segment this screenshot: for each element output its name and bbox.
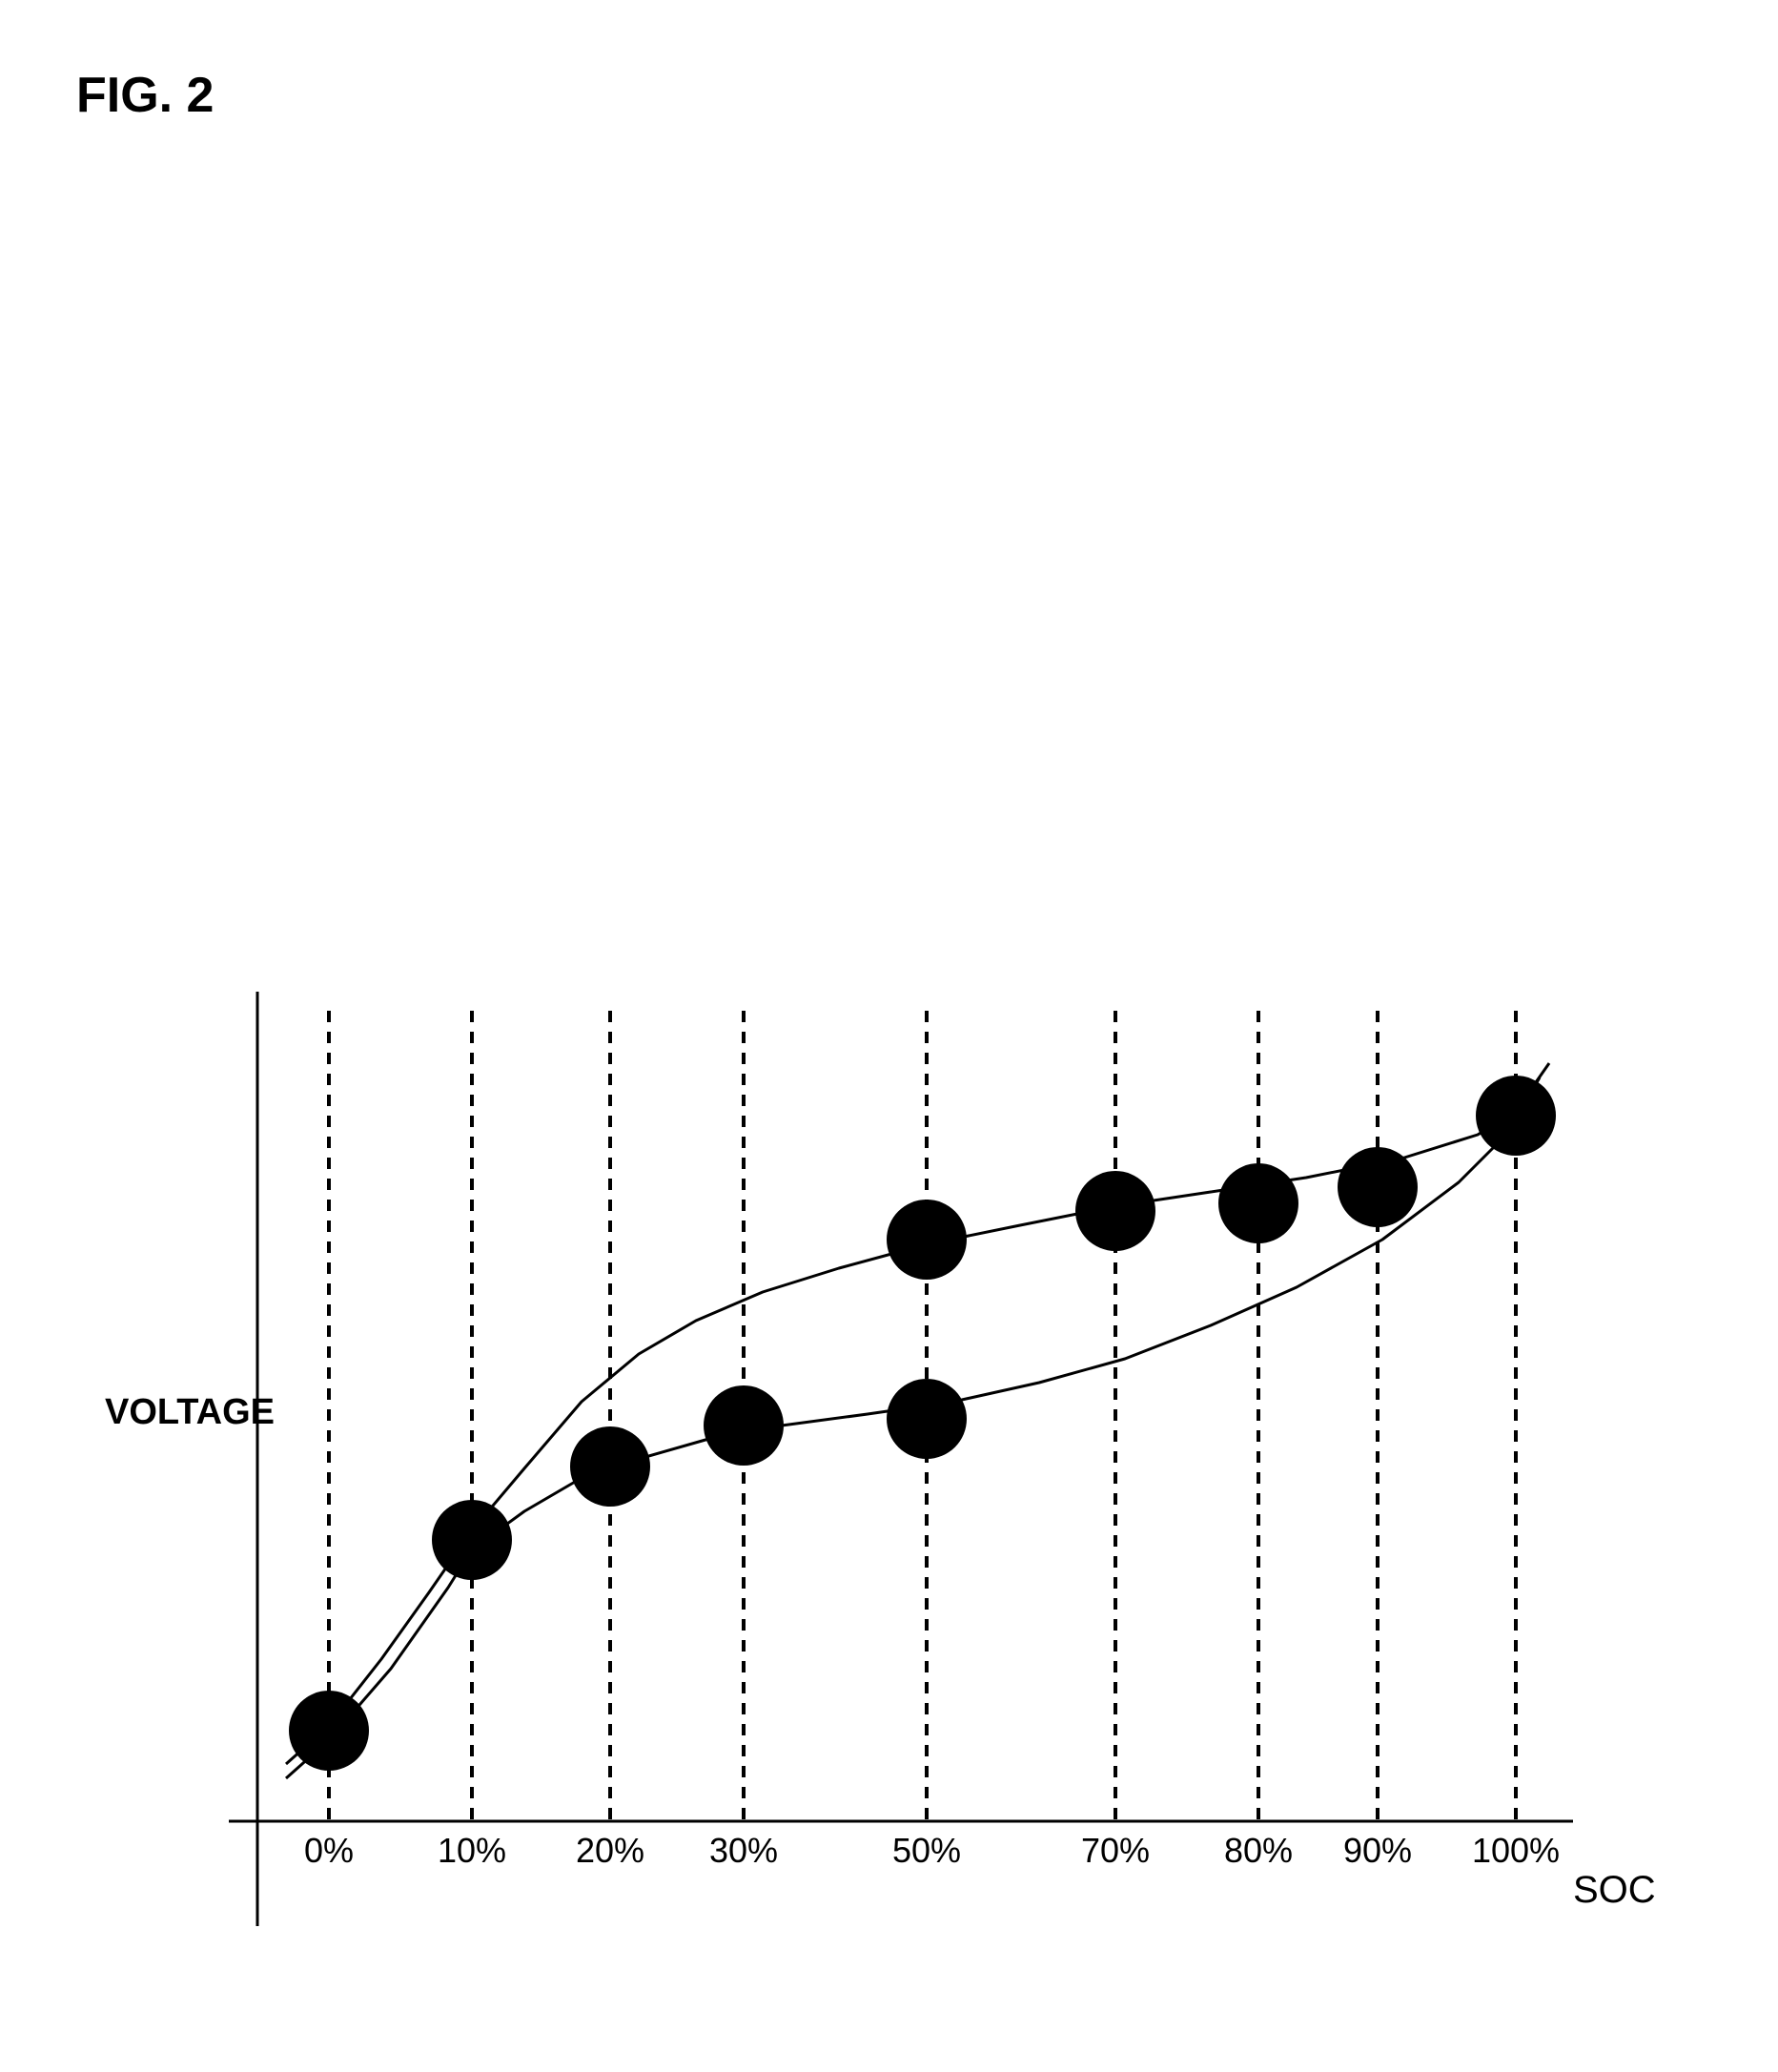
x-tick-label: 50% (892, 1831, 961, 1871)
x-tick-label: 10% (438, 1831, 506, 1871)
data-marker (1075, 1171, 1155, 1251)
x-tick-label: 90% (1343, 1831, 1412, 1871)
chart-svg (257, 992, 1592, 1945)
x-tick-label: 70% (1081, 1831, 1150, 1871)
data-marker (1338, 1147, 1418, 1227)
data-marker (289, 1691, 369, 1771)
data-marker (887, 1379, 967, 1459)
voltage-soc-chart: VOLTAGE SOC 0%10%20%30%50%70%80%90%100% (257, 992, 1592, 1950)
figure-label: FIG. 2 (76, 67, 214, 124)
data-marker (1218, 1163, 1298, 1243)
x-axis-label: SOC (1573, 1869, 1656, 1912)
x-tick-label: 20% (576, 1831, 644, 1871)
x-tick-label: 100% (1472, 1831, 1560, 1871)
data-marker (704, 1385, 784, 1466)
data-marker (1476, 1076, 1556, 1156)
data-marker (570, 1426, 650, 1507)
data-marker (887, 1200, 967, 1280)
x-tick-label: 80% (1224, 1831, 1293, 1871)
data-marker (432, 1500, 512, 1580)
y-axis-label: VOLTAGE (105, 1392, 275, 1433)
x-tick-label: 0% (304, 1831, 354, 1871)
x-tick-label: 30% (709, 1831, 778, 1871)
